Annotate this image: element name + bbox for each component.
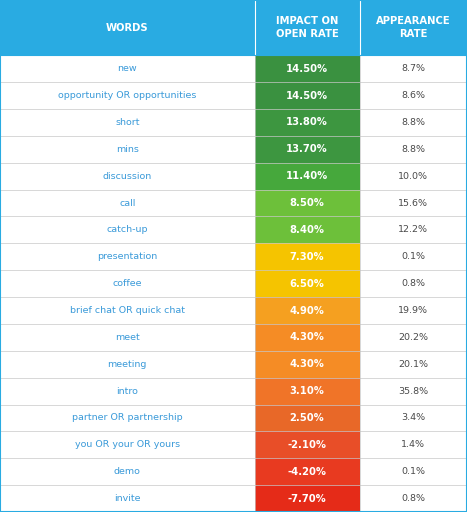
Text: new: new xyxy=(117,64,137,73)
Bar xyxy=(255,324,360,351)
Bar xyxy=(0,351,467,378)
Text: invite: invite xyxy=(114,494,141,503)
Text: -7.70%: -7.70% xyxy=(288,494,326,504)
Text: 8.40%: 8.40% xyxy=(290,225,325,235)
Text: 8.50%: 8.50% xyxy=(290,198,325,208)
Text: 0.8%: 0.8% xyxy=(401,279,425,288)
Bar xyxy=(0,136,467,163)
Text: 14.50%: 14.50% xyxy=(286,91,328,100)
Text: 1.4%: 1.4% xyxy=(401,440,425,450)
Bar xyxy=(255,378,360,404)
Bar xyxy=(255,458,360,485)
Text: demo: demo xyxy=(114,467,141,476)
Text: 6.50%: 6.50% xyxy=(290,279,325,289)
Text: 7.30%: 7.30% xyxy=(290,252,325,262)
Bar xyxy=(0,432,467,458)
Text: 19.9%: 19.9% xyxy=(398,306,428,315)
Text: intro: intro xyxy=(116,387,138,396)
Text: 8.8%: 8.8% xyxy=(401,145,425,154)
Text: 8.8%: 8.8% xyxy=(401,118,425,127)
Bar xyxy=(0,163,467,189)
Text: you OR your OR yours: you OR your OR yours xyxy=(75,440,180,450)
Bar xyxy=(0,189,467,217)
Text: 3.10%: 3.10% xyxy=(290,386,325,396)
Text: 13.70%: 13.70% xyxy=(286,144,328,154)
Text: 35.8%: 35.8% xyxy=(398,387,428,396)
Text: short: short xyxy=(115,118,140,127)
Text: catch-up: catch-up xyxy=(106,225,148,234)
Bar xyxy=(255,297,360,324)
Bar xyxy=(0,55,467,82)
Text: IMPACT ON
OPEN RATE: IMPACT ON OPEN RATE xyxy=(276,16,339,39)
Bar xyxy=(0,297,467,324)
Text: 2.50%: 2.50% xyxy=(290,413,325,423)
Bar xyxy=(255,82,360,109)
Bar xyxy=(0,0,467,55)
Text: 4.90%: 4.90% xyxy=(290,306,325,315)
Bar xyxy=(255,109,360,136)
Text: 20.2%: 20.2% xyxy=(398,333,428,342)
Text: partner OR partnership: partner OR partnership xyxy=(72,414,183,422)
Text: 15.6%: 15.6% xyxy=(398,199,428,207)
Bar xyxy=(255,189,360,217)
Text: 8.6%: 8.6% xyxy=(401,91,425,100)
Text: -2.10%: -2.10% xyxy=(288,440,326,450)
Bar xyxy=(0,458,467,485)
Bar xyxy=(0,217,467,243)
Bar xyxy=(0,109,467,136)
Text: meeting: meeting xyxy=(107,360,147,369)
Text: call: call xyxy=(119,199,135,207)
Text: opportunity OR opportunities: opportunity OR opportunities xyxy=(58,91,197,100)
Bar xyxy=(255,485,360,512)
Bar xyxy=(255,163,360,189)
Bar xyxy=(255,432,360,458)
Text: discussion: discussion xyxy=(103,172,152,181)
Text: 0.8%: 0.8% xyxy=(401,494,425,503)
Bar xyxy=(0,404,467,432)
Text: 3.4%: 3.4% xyxy=(401,414,425,422)
Text: 10.0%: 10.0% xyxy=(398,172,428,181)
Text: 8.7%: 8.7% xyxy=(401,64,425,73)
Text: meet: meet xyxy=(115,333,140,342)
Bar xyxy=(0,243,467,270)
Bar xyxy=(255,270,360,297)
Text: 13.80%: 13.80% xyxy=(286,117,328,127)
Text: presentation: presentation xyxy=(97,252,157,261)
Text: 14.50%: 14.50% xyxy=(286,63,328,74)
Bar xyxy=(255,351,360,378)
Text: APPEARANCE
RATE: APPEARANCE RATE xyxy=(376,16,451,39)
Text: 20.1%: 20.1% xyxy=(398,360,428,369)
Text: coffee: coffee xyxy=(113,279,142,288)
Bar xyxy=(255,243,360,270)
Bar xyxy=(0,82,467,109)
Text: mins: mins xyxy=(116,145,139,154)
Text: 0.1%: 0.1% xyxy=(401,467,425,476)
Bar xyxy=(0,270,467,297)
Text: 0.1%: 0.1% xyxy=(401,252,425,261)
Text: WORDS: WORDS xyxy=(106,23,149,33)
Bar xyxy=(255,136,360,163)
Text: 11.40%: 11.40% xyxy=(286,171,328,181)
Bar xyxy=(255,55,360,82)
Text: 4.30%: 4.30% xyxy=(290,359,325,369)
Bar xyxy=(255,217,360,243)
Text: brief chat OR quick chat: brief chat OR quick chat xyxy=(70,306,185,315)
Bar xyxy=(0,378,467,404)
Text: -4.20%: -4.20% xyxy=(288,467,326,477)
Text: 12.2%: 12.2% xyxy=(398,225,428,234)
Bar xyxy=(0,485,467,512)
Text: 4.30%: 4.30% xyxy=(290,332,325,343)
Bar xyxy=(0,324,467,351)
Bar xyxy=(255,404,360,432)
